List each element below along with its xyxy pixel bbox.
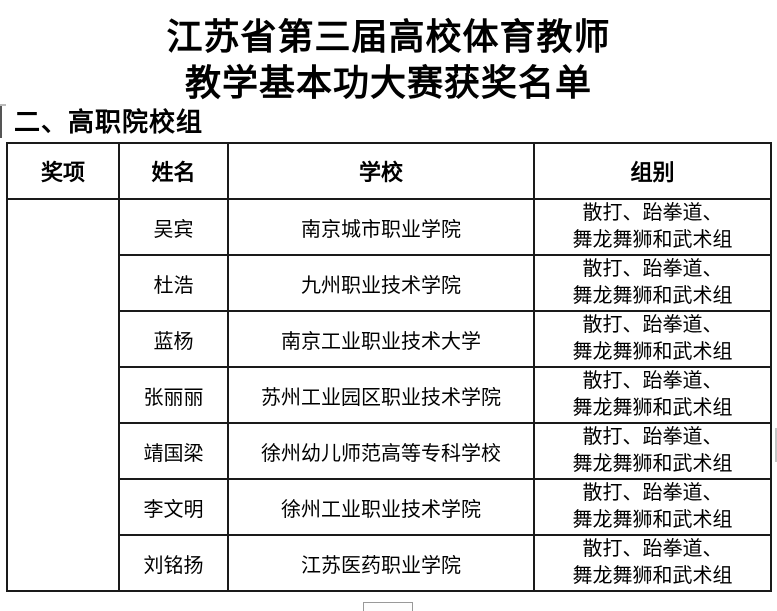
page-bottom-artifact bbox=[363, 602, 413, 611]
award-table: 奖项 姓名 学校 组别 吴宾 南京城市职业学院 散打、跆拳道、 舞龙舞狮和武术组… bbox=[6, 142, 772, 592]
group-line1: 散打、跆拳道、 bbox=[582, 258, 723, 280]
name-cell: 杜浩 bbox=[118, 254, 229, 312]
award-merged-cell bbox=[6, 198, 120, 592]
group-line2: 舞龙舞狮和武术组 bbox=[572, 453, 733, 475]
name-cell: 张丽丽 bbox=[118, 366, 229, 424]
table-row: 蓝杨 南京工业职业技术大学 散打、跆拳道、 舞龙舞狮和武术组 bbox=[7, 310, 772, 368]
table-row: 吴宾 南京城市职业学院 散打、跆拳道、 舞龙舞狮和武术组 bbox=[6, 198, 772, 592]
group-cell: 散打、跆拳道、 舞龙舞狮和武术组 bbox=[533, 366, 772, 424]
table-header-row: 奖项 姓名 学校 组别 bbox=[6, 142, 772, 200]
header-award: 奖项 bbox=[6, 142, 120, 200]
group-line2: 舞龙舞狮和武术组 bbox=[572, 397, 733, 419]
page-edge-artifact bbox=[0, 106, 2, 138]
table-row: 李文明 徐州工业职业技术学院 散打、跆拳道、 舞龙舞狮和武术组 bbox=[7, 478, 772, 536]
group-line1: 散打、跆拳道、 bbox=[582, 202, 723, 224]
group-line1: 散打、跆拳道、 bbox=[582, 314, 723, 336]
group-line1: 散打、跆拳道、 bbox=[582, 370, 723, 392]
table-row: 刘铭扬 江苏医药职业学院 散打、跆拳道、 舞龙舞狮和武术组 bbox=[7, 534, 772, 592]
school-cell: 南京工业职业技术大学 bbox=[227, 310, 535, 368]
group-cell: 散打、跆拳道、 舞龙舞狮和武术组 bbox=[533, 198, 772, 256]
group-cell: 散打、跆拳道、 舞龙舞狮和武术组 bbox=[533, 310, 772, 368]
name-cell: 靖国梁 bbox=[118, 422, 229, 480]
header-school: 学校 bbox=[227, 142, 535, 200]
header-name: 姓名 bbox=[118, 142, 229, 200]
table-row: 杜浩 九州职业技术学院 散打、跆拳道、 舞龙舞狮和武术组 bbox=[7, 254, 772, 312]
header-group: 组别 bbox=[533, 142, 772, 200]
table-row: 靖国梁 徐州幼儿师范高等专科学校 散打、跆拳道、 舞龙舞狮和武术组 bbox=[7, 422, 772, 480]
name-cell: 李文明 bbox=[118, 478, 229, 536]
group-line2: 舞龙舞狮和武术组 bbox=[572, 341, 733, 363]
document-title-line2: 教学基本功大赛获奖名单 bbox=[184, 62, 592, 103]
group-line1: 散打、跆拳道、 bbox=[582, 482, 723, 504]
name-cell: 蓝杨 bbox=[118, 310, 229, 368]
section-heading: 二、高职院校组 bbox=[14, 107, 204, 137]
school-cell: 徐州幼儿师范高等专科学校 bbox=[227, 422, 535, 480]
group-cell: 散打、跆拳道、 舞龙舞狮和武术组 bbox=[533, 422, 772, 480]
name-cell: 吴宾 bbox=[118, 198, 229, 256]
document-title-line1: 江苏省第三届高校体育教师 bbox=[166, 16, 611, 57]
name-cell: 刘铭扬 bbox=[118, 534, 229, 592]
page-edge-artifact bbox=[0, 104, 6, 106]
page-edge-artifact bbox=[775, 428, 777, 462]
school-cell: 江苏医药职业学院 bbox=[227, 534, 535, 592]
group-line2: 舞龙舞狮和武术组 bbox=[572, 285, 733, 307]
school-cell: 苏州工业园区职业技术学院 bbox=[227, 366, 535, 424]
school-cell: 南京城市职业学院 bbox=[227, 198, 535, 256]
group-line1: 散打、跆拳道、 bbox=[582, 538, 723, 560]
group-cell: 散打、跆拳道、 舞龙舞狮和武术组 bbox=[533, 478, 772, 536]
group-line2: 舞龙舞狮和武术组 bbox=[572, 565, 733, 587]
group-line1: 散打、跆拳道、 bbox=[582, 426, 723, 448]
group-cell: 散打、跆拳道、 舞龙舞狮和武术组 bbox=[533, 254, 772, 312]
school-cell: 徐州工业职业技术学院 bbox=[227, 478, 535, 536]
school-cell: 九州职业技术学院 bbox=[227, 254, 535, 312]
table-row: 张丽丽 苏州工业园区职业技术学院 散打、跆拳道、 舞龙舞狮和武术组 bbox=[7, 366, 772, 424]
group-cell: 散打、跆拳道、 舞龙舞狮和武术组 bbox=[533, 534, 772, 592]
group-line2: 舞龙舞狮和武术组 bbox=[572, 509, 733, 531]
group-line2: 舞龙舞狮和武术组 bbox=[572, 229, 733, 251]
